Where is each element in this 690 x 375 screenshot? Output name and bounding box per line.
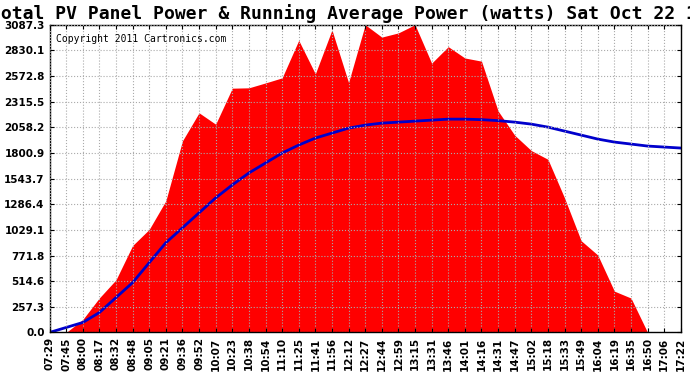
Text: Copyright 2011 Cartronics.com: Copyright 2011 Cartronics.com (56, 34, 226, 44)
Title: Total PV Panel Power & Running Average Power (watts) Sat Oct 22 17:33: Total PV Panel Power & Running Average P… (0, 4, 690, 23)
